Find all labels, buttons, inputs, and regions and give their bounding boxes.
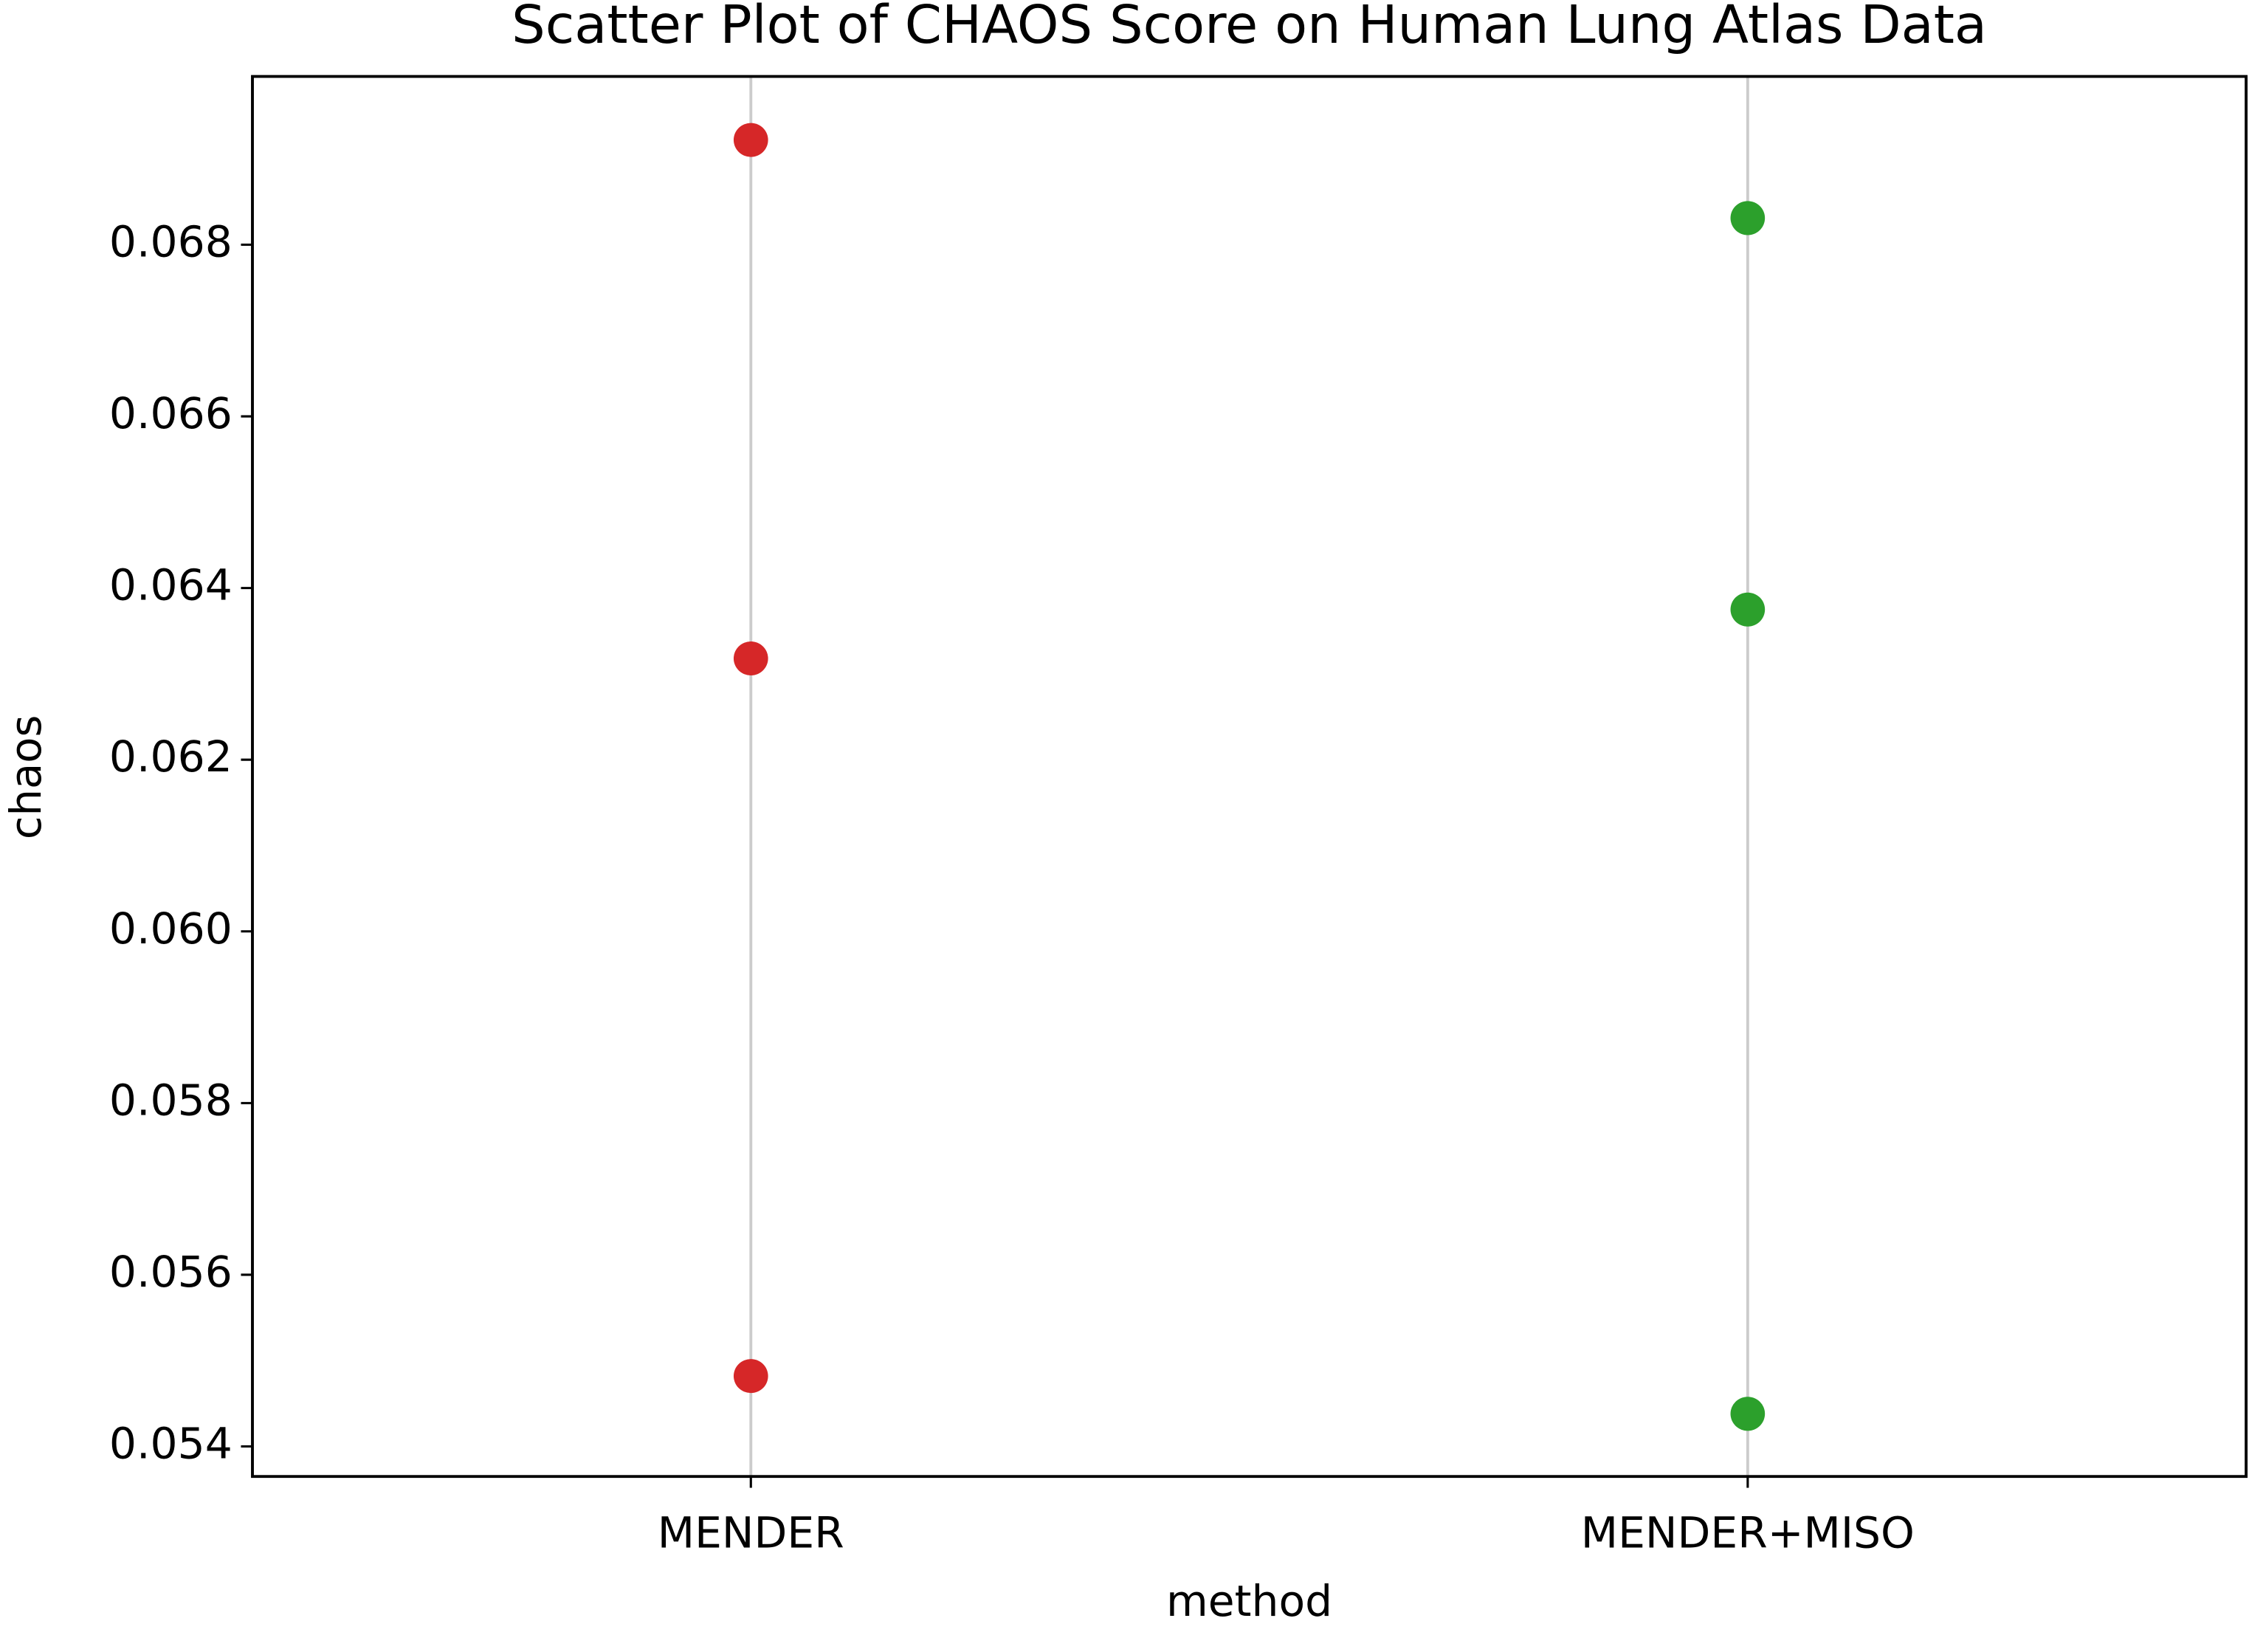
point	[1730, 201, 1766, 235]
y-tick-label: 0.056	[109, 1247, 233, 1297]
y-tick-label: 0.058	[109, 1075, 233, 1126]
point	[733, 641, 768, 675]
y-tick-label: 0.060	[109, 904, 233, 954]
point	[733, 1359, 768, 1394]
y-tick-label: 0.062	[109, 732, 233, 782]
y-tick-label: 0.064	[109, 560, 233, 610]
y-tick-label: 0.066	[109, 388, 233, 438]
x-tick-label: MENDER	[658, 1508, 844, 1558]
plot-frame	[251, 75, 2248, 1479]
point	[1730, 592, 1766, 627]
x-axis-label: method	[1166, 1576, 1332, 1626]
y-tick-label: 0.068	[109, 217, 233, 267]
y-axis-label: chaos	[1, 715, 51, 840]
point	[733, 123, 768, 157]
x-tick-label: MENDER+MISO	[1581, 1508, 1915, 1558]
chart-title: Scatter Plot of CHAOS Score on Human Lun…	[512, 0, 1987, 55]
point	[1730, 1397, 1766, 1431]
y-tick-label: 0.054	[109, 1419, 233, 1469]
